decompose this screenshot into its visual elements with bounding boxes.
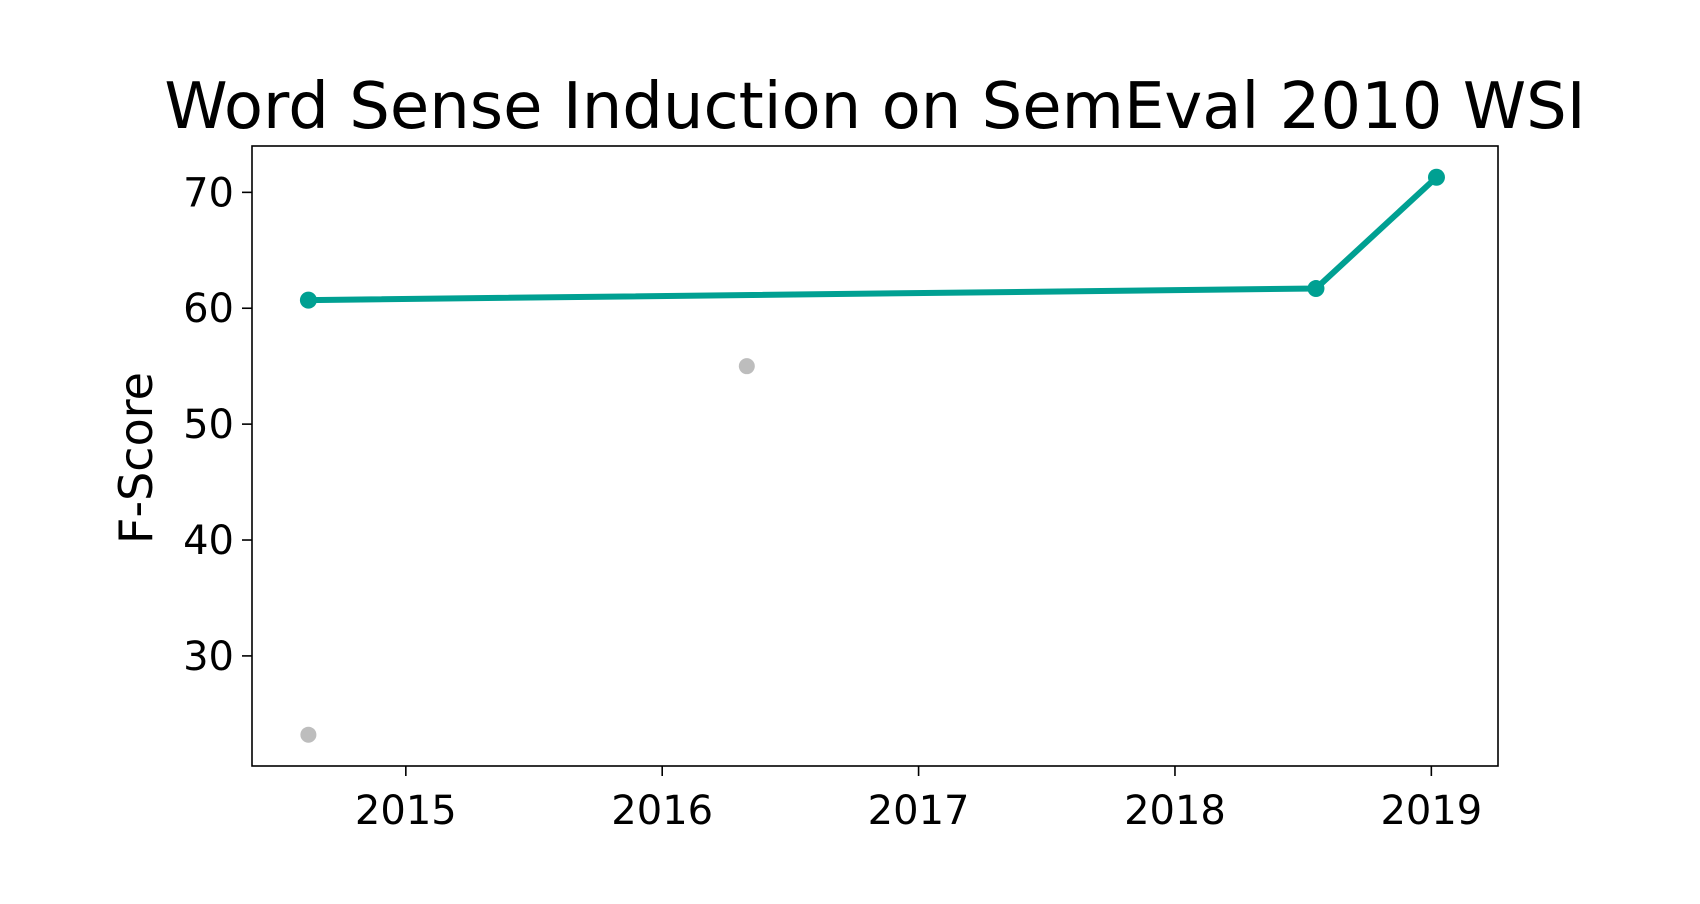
sota-point	[299, 291, 317, 309]
sota-point	[1427, 168, 1445, 186]
x-tick-label: 2015	[355, 788, 457, 834]
other-point	[300, 726, 317, 743]
x-tick-label: 2018	[1124, 788, 1226, 834]
y-axis-label: F-Score	[109, 372, 163, 544]
x-tick-label: 2017	[868, 788, 970, 834]
y-tick-label: 50	[183, 402, 234, 448]
other-point	[738, 358, 755, 375]
sota-line	[305, 174, 1440, 304]
chart-title: Word Sense Induction on SemEval 2010 WSI	[164, 70, 1585, 144]
y-tick-label: 30	[183, 634, 234, 680]
y-tick-label: 60	[183, 286, 234, 332]
plot-area: 2015 2016 2017 2018 2019 30 40 50 60 70	[183, 145, 1499, 834]
y-tick-label: 40	[183, 518, 234, 564]
plot-frame	[251, 145, 1499, 767]
y-tick-label: 70	[183, 170, 234, 216]
x-tick-label: 2019	[1380, 788, 1482, 834]
x-tick-label: 2016	[611, 788, 713, 834]
sota-point	[1307, 280, 1325, 298]
